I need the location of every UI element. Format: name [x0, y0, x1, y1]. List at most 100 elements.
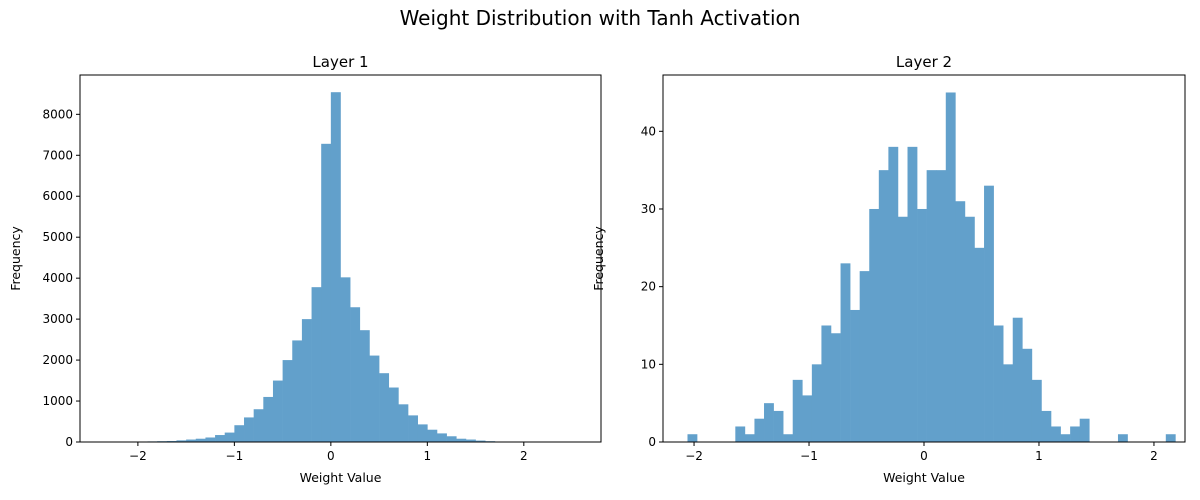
- histogram-bar: [744, 434, 755, 442]
- histogram-bar: [456, 438, 467, 442]
- y-axis-label: Frequency: [8, 226, 23, 291]
- histogram-bar: [1041, 410, 1052, 442]
- y-tick-label: 2000: [42, 353, 73, 367]
- histogram-bar: [811, 364, 822, 442]
- histogram-bar: [945, 92, 956, 442]
- histogram-bar: [379, 373, 390, 442]
- histogram-bar: [408, 415, 418, 442]
- histogram-bar: [907, 146, 918, 442]
- histogram-bar: [964, 216, 975, 442]
- y-tick-label: 20: [641, 280, 656, 294]
- x-tick-label: 2: [1150, 449, 1158, 463]
- y-tick-label: 6000: [42, 189, 73, 203]
- figure-title: Weight Distribution with Tanh Activation: [400, 6, 801, 30]
- y-tick-label: 3000: [42, 312, 73, 326]
- histogram-bar: [993, 325, 1004, 442]
- histogram-bar: [350, 307, 361, 442]
- histogram-bar: [263, 396, 274, 442]
- histogram-bar: [427, 429, 438, 442]
- y-tick-label: 4000: [42, 271, 73, 285]
- y-axis-label: Frequency: [591, 226, 606, 291]
- y-tick-label: 0: [648, 435, 656, 449]
- histogram-bar: [802, 395, 813, 442]
- histogram-bar: [195, 438, 206, 442]
- x-tick-label: −2: [129, 449, 147, 463]
- histogram-bar: [388, 387, 399, 442]
- x-tick-label: 0: [327, 449, 335, 463]
- histogram-bar: [850, 309, 860, 442]
- histogram-bar: [687, 434, 698, 442]
- histogram-bar: [773, 410, 784, 442]
- histogram-bar: [301, 319, 312, 442]
- histogram-bar: [186, 439, 197, 442]
- x-axis-label: Weight Value: [300, 470, 382, 485]
- histogram-bar: [1060, 434, 1071, 442]
- x-tick-label: 1: [424, 449, 432, 463]
- histogram-bar: [1022, 348, 1033, 442]
- subplot-title: Layer 2: [896, 53, 952, 71]
- histogram-bar: [926, 170, 937, 442]
- histogram-bar: [224, 432, 235, 442]
- y-tick-label: 5000: [42, 230, 73, 244]
- y-tick-label: 10: [641, 357, 656, 371]
- x-tick-label: 2: [520, 449, 528, 463]
- histogram-bar: [330, 92, 341, 442]
- histogram-bar: [830, 333, 841, 442]
- histogram-bar: [1079, 418, 1090, 442]
- axes-frame: [79, 74, 602, 443]
- histogram-bar: [475, 440, 486, 442]
- y-tick-label: 40: [641, 124, 656, 138]
- histogram-bar: [974, 247, 985, 442]
- histogram-bar: [869, 208, 880, 442]
- y-tick-label: 8000: [42, 107, 73, 121]
- histogram-bar: [436, 433, 447, 442]
- histogram-bar: [821, 325, 832, 442]
- histogram-bar: [311, 287, 322, 442]
- histogram-bar: [272, 380, 283, 442]
- histogram-bar: [1117, 434, 1128, 442]
- histogram-bar: [176, 440, 187, 442]
- histogram-bar: [369, 355, 380, 442]
- histogram-bar: [166, 440, 177, 442]
- x-axis-label: Weight Value: [883, 470, 965, 485]
- histogram-bar: [1031, 379, 1042, 442]
- histogram-bar: [783, 434, 794, 442]
- histogram-bar: [215, 435, 226, 442]
- histogram-bar: [1165, 434, 1176, 442]
- histogram-bar: [244, 417, 254, 442]
- histogram-bar: [398, 404, 409, 442]
- histogram-bar: [359, 330, 370, 442]
- histogram-bar: [840, 263, 851, 442]
- histogram-bar: [446, 436, 457, 442]
- histogram-bar: [1070, 426, 1081, 442]
- histogram-bar: [253, 409, 264, 442]
- x-tick-label: −2: [685, 449, 703, 463]
- histogram-bar: [735, 426, 746, 442]
- y-tick-label: 7000: [42, 148, 73, 162]
- histogram-bar: [897, 216, 908, 442]
- histogram-bar: [917, 208, 927, 442]
- histogram-bar: [282, 360, 293, 442]
- subplot-title: Layer 1: [312, 53, 368, 71]
- histogram-bar: [205, 437, 216, 442]
- histogram-bar: [340, 277, 351, 442]
- x-tick-label: 0: [920, 449, 928, 463]
- x-tick-label: −1: [226, 449, 244, 463]
- histogram-bar: [955, 201, 966, 442]
- histogram-bar: [1003, 364, 1014, 442]
- x-tick-label: −1: [800, 449, 818, 463]
- y-tick-label: 1000: [42, 394, 73, 408]
- histogram-bar: [465, 439, 476, 442]
- histogram-bar: [1012, 317, 1023, 442]
- histogram-bar: [321, 143, 332, 442]
- histogram-bar: [234, 425, 245, 442]
- y-tick-label: 30: [641, 202, 656, 216]
- histogram-bar: [936, 170, 947, 442]
- x-tick-label: 1: [1035, 449, 1043, 463]
- histogram-bar: [792, 379, 803, 442]
- y-tick-label: 0: [65, 435, 73, 449]
- histogram-bar: [754, 418, 765, 442]
- histogram-bar: [888, 146, 899, 442]
